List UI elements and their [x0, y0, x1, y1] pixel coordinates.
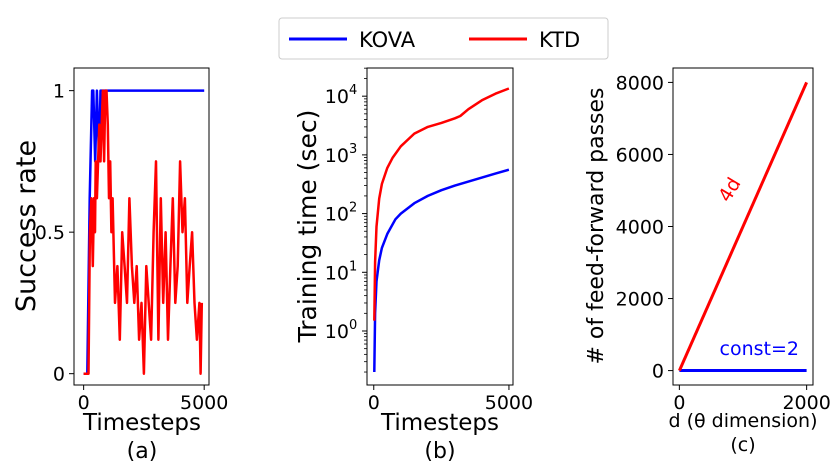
- panel-b-ktd-line: [373, 87, 510, 321]
- panel-c-caption: (c): [730, 434, 755, 456]
- panel-b-ytick-label-4: 104: [325, 83, 357, 108]
- panel-b-axes: [366, 67, 514, 386]
- panel-a-axes: [73, 67, 210, 386]
- panel-a: 0 5000 0 0.5 1 Success rate Timesteps (a): [11, 67, 228, 464]
- panel-a-ytick-label-2: 1: [53, 81, 65, 103]
- panel-a-ytick-label-1: 0.5: [35, 222, 65, 244]
- legend: KOVA KTD: [278, 17, 609, 60]
- panel-c-ytick-label-4: 8000: [616, 72, 664, 94]
- panel-a-xtick-label-1: 5000: [180, 392, 228, 414]
- panel-b: 0 5000 100 101 102 103 104 Training time (sec)…: [293, 67, 533, 464]
- panel-b-ytick-label-1: 101: [325, 259, 357, 284]
- panel-b-ytick-label-2: 102: [325, 201, 357, 226]
- panel-c-ylabel: # of feed-forward passes: [584, 87, 609, 364]
- panel-a-ktd-line: [83, 89, 204, 375]
- panel-b-xtick-label-1: 5000: [485, 392, 533, 414]
- panel-c-4d-annotation: 4d: [714, 174, 745, 206]
- panel-c: 0 2000 0 2000 4000 6000 8000 4d const=2 # of f…: [584, 67, 830, 456]
- legend-box: [278, 17, 609, 60]
- panel-c-ytick-label-2: 4000: [616, 217, 664, 239]
- panel-b-xlabel: Timesteps: [380, 410, 499, 436]
- panel-a-xtick-label-0: 0: [78, 392, 90, 414]
- panel-c-const-annotation: const=2: [720, 338, 799, 360]
- panel-b-ytick-label-3: 103: [325, 142, 357, 167]
- panel-a-ytick-label-0: 0: [53, 364, 65, 386]
- panel-b-kova-line: [373, 168, 510, 373]
- panel-c-ytick-label-0: 0: [652, 361, 664, 383]
- panel-a-xlabel: Timesteps: [82, 410, 201, 436]
- panel-b-ytick-label-0: 100: [325, 318, 357, 343]
- panel-c-ytick-label-3: 6000: [616, 144, 664, 166]
- panel-b-ylabel: Training time (sec): [293, 110, 322, 344]
- panel-c-xtick-label-1: 2000: [782, 392, 830, 414]
- panel-c-xtick-label-0: 0: [673, 392, 685, 414]
- panel-c-xlabel: d (θ dimension): [668, 410, 817, 432]
- panel-a-ylabel: Success rate: [11, 140, 42, 312]
- panel-b-xtick-label-0: 0: [368, 392, 380, 414]
- panel-b-caption: (b): [424, 439, 455, 464]
- panel-a-caption: (a): [127, 439, 158, 464]
- legend-kova-label: KOVA: [359, 28, 416, 52]
- panel-c-ytick-label-1: 2000: [616, 289, 664, 311]
- panel-c-ktd-line: [678, 81, 808, 372]
- legend-ktd-label: KTD: [539, 28, 580, 52]
